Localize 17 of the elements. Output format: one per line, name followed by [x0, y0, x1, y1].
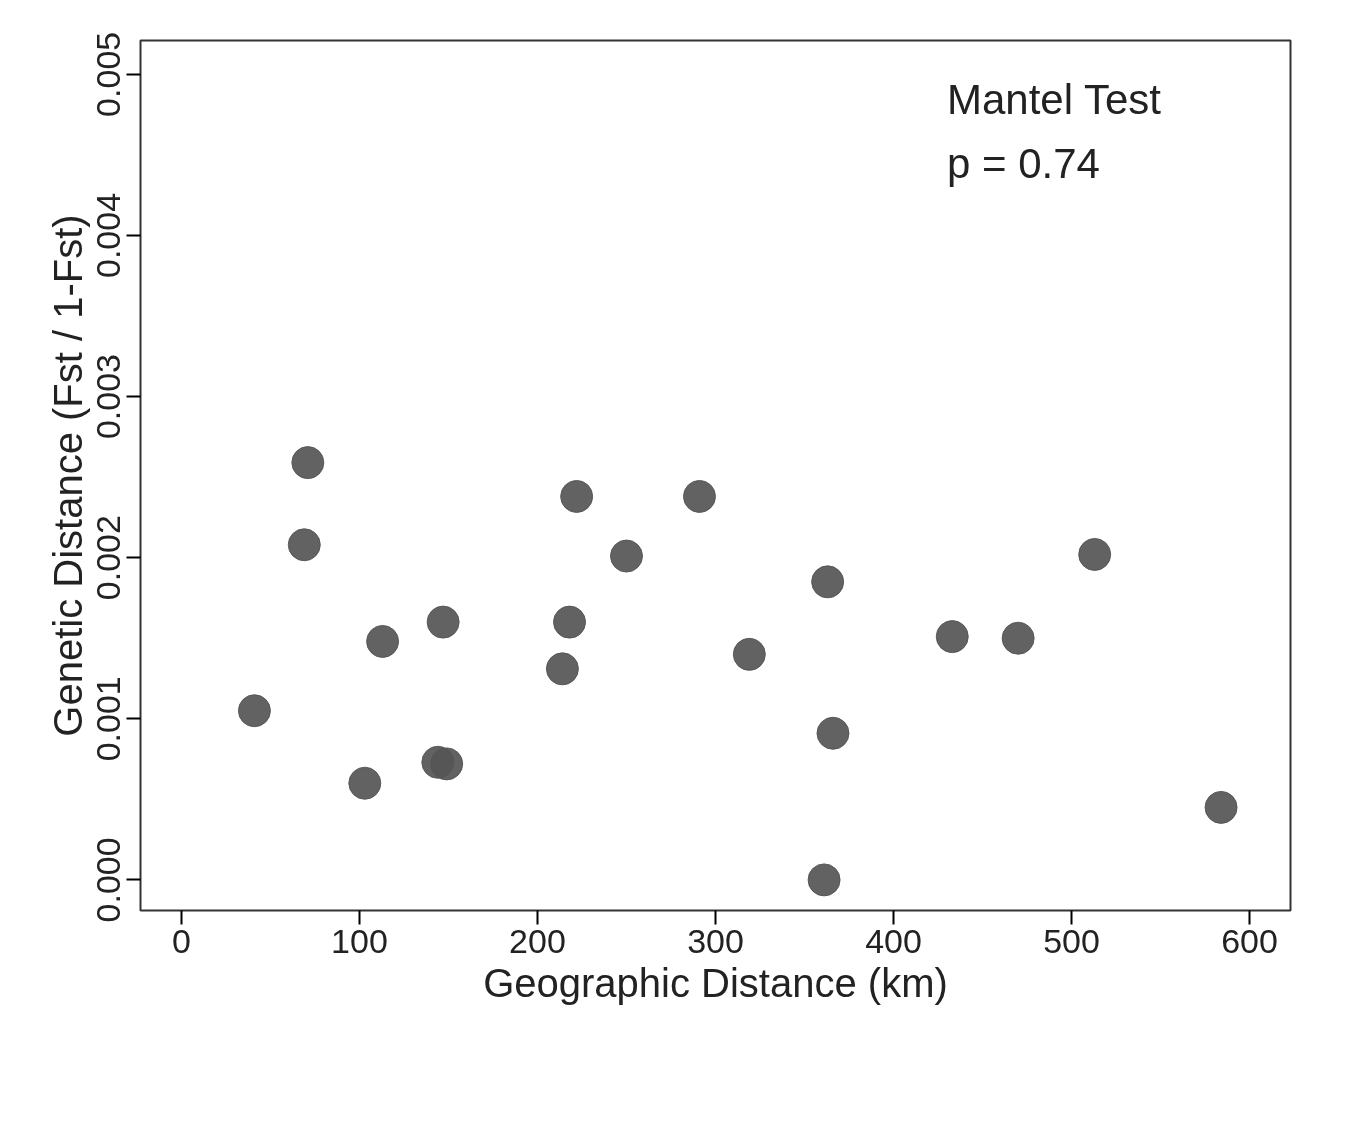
x-tick-label: 500 [1043, 921, 1100, 960]
x-tick-label: 400 [865, 921, 922, 960]
x-tick-label: 200 [509, 921, 566, 960]
y-tick-label: 0.002 [89, 515, 128, 601]
y-tick-label: 0.000 [89, 837, 128, 923]
y-tick-label: 0.004 [89, 192, 128, 278]
y-tick-label: 0.005 [89, 31, 128, 117]
x-tick-label: 300 [687, 921, 744, 960]
x-tick-label: 0 [171, 921, 191, 960]
y-axis-title: Genetic Distance (Fst / 1-Fst) [45, 214, 90, 737]
x-tick-label: 100 [331, 921, 388, 960]
y-tick-label: 0.001 [89, 676, 128, 762]
annotation: Mantel Test [946, 75, 1162, 123]
y-tick-label: 0.003 [89, 354, 128, 440]
annotation: p = 0.74 [946, 140, 1100, 188]
x-tick-label: 600 [1221, 921, 1278, 960]
x-axis-title: Geographic Distance (km) [483, 960, 948, 1005]
